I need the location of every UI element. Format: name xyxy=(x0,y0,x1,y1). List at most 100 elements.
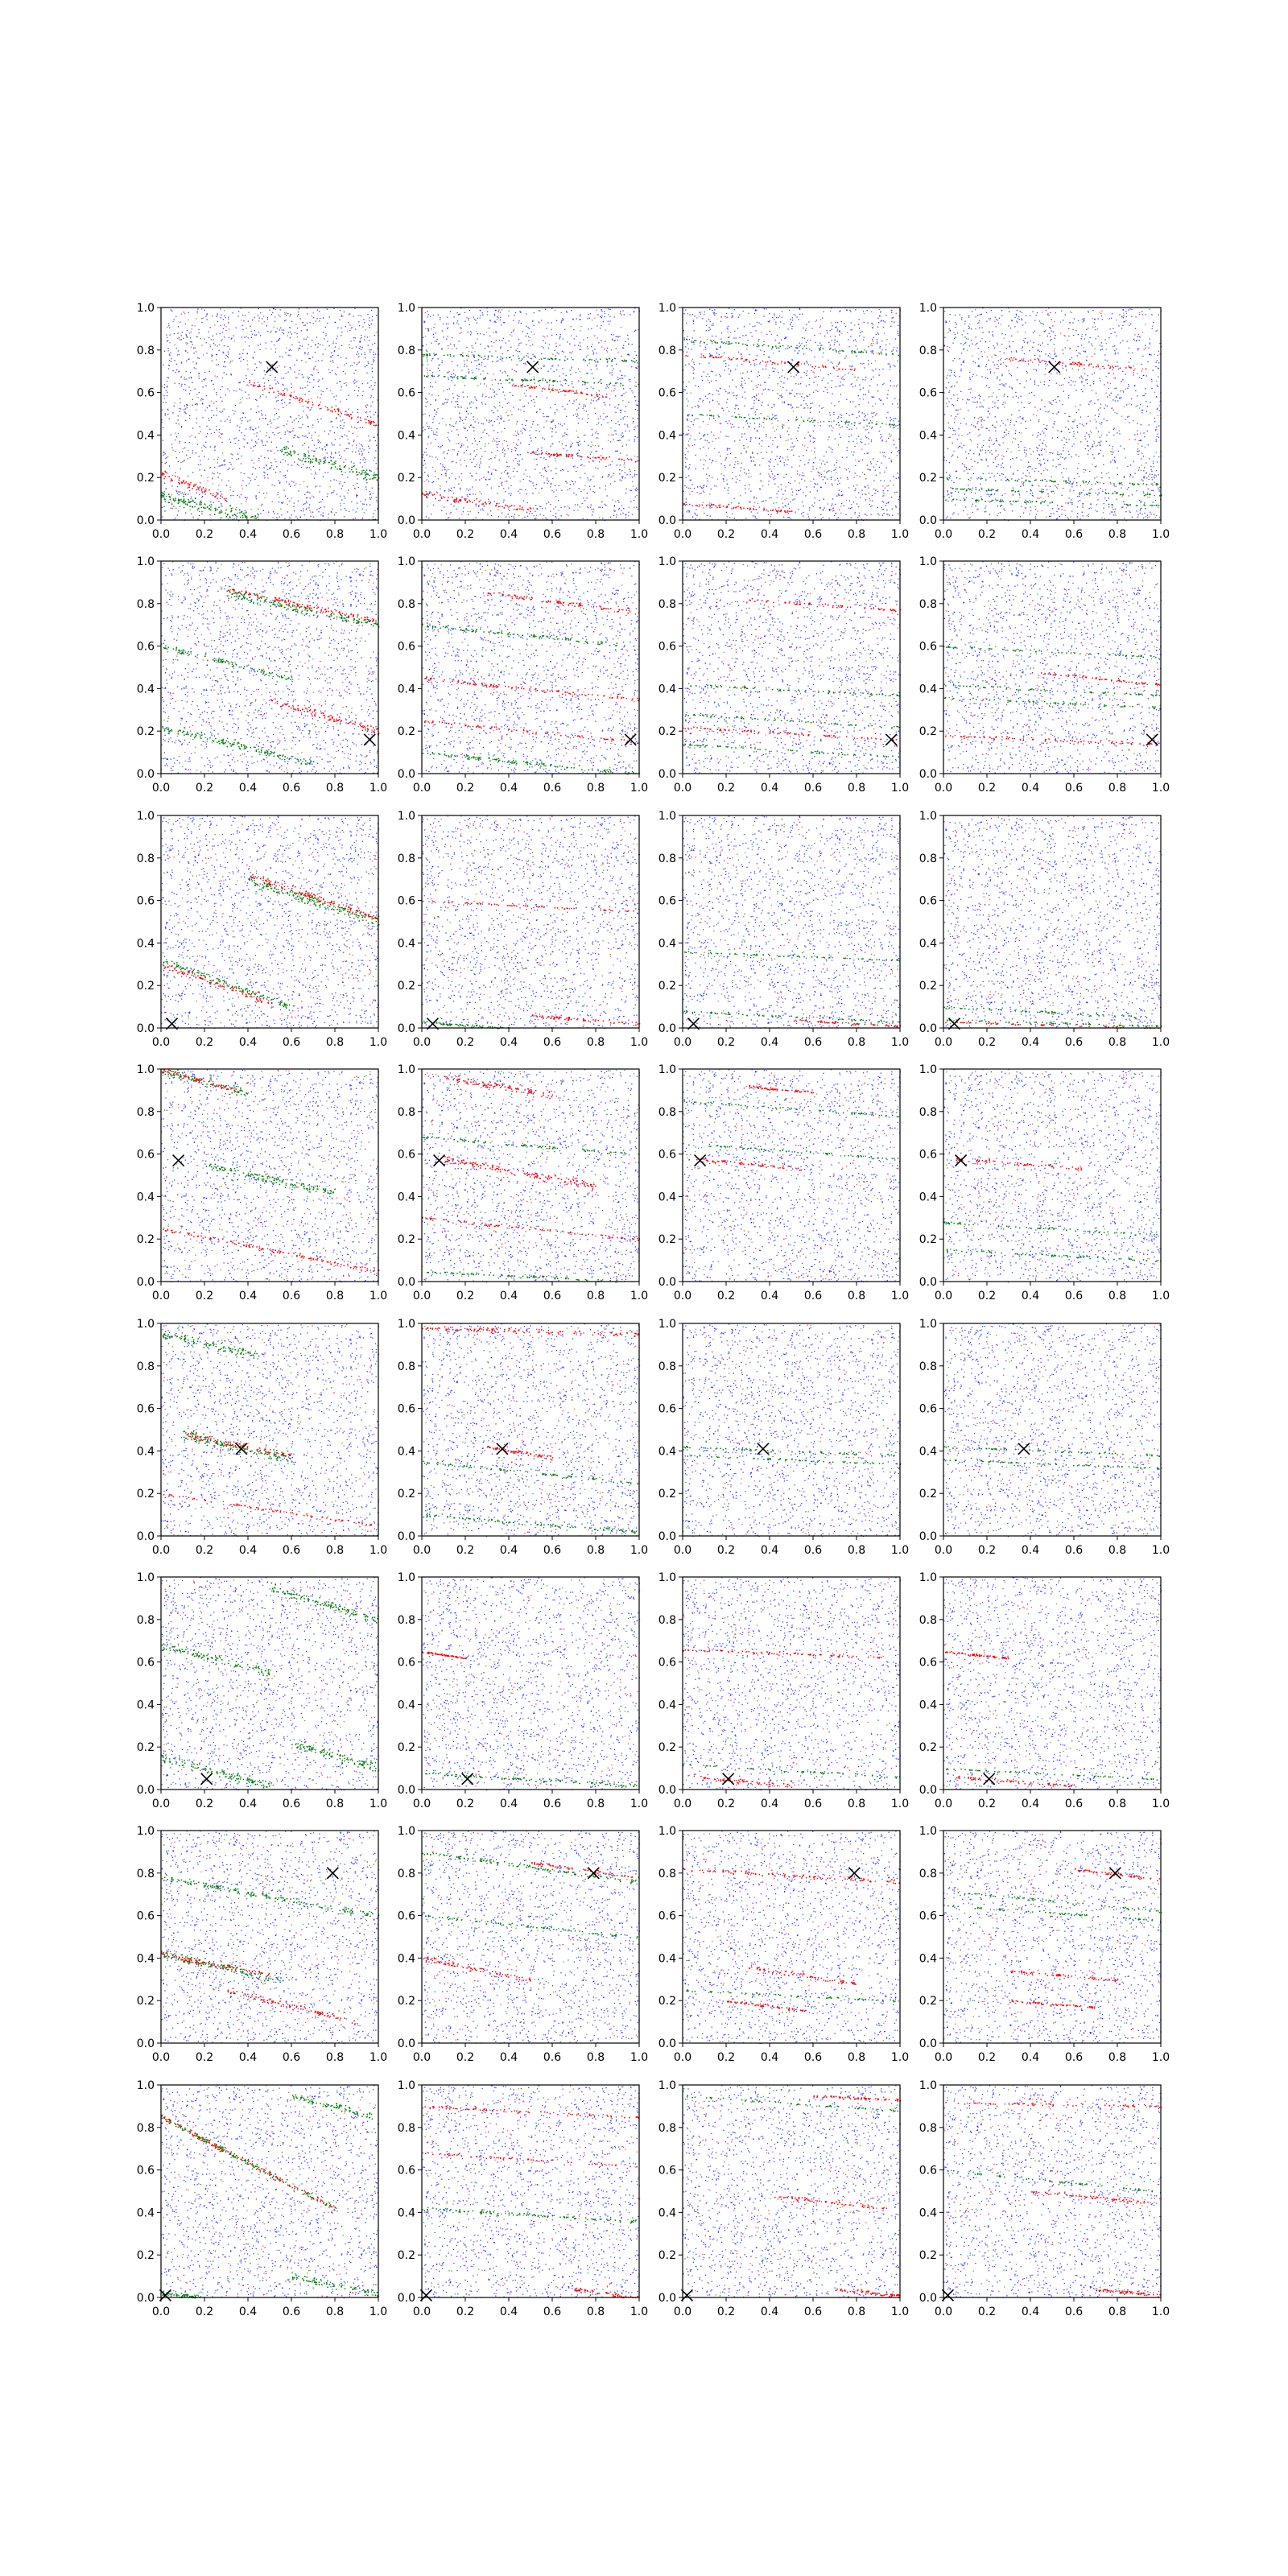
data-point xyxy=(377,435,378,436)
data-point xyxy=(293,397,295,398)
data-point xyxy=(164,491,165,492)
data-point xyxy=(267,450,268,451)
data-point xyxy=(200,431,201,432)
data-point xyxy=(562,351,563,352)
data-point xyxy=(220,512,221,514)
data-point xyxy=(175,497,176,499)
data-point xyxy=(185,408,186,409)
data-point xyxy=(244,514,246,516)
data-point xyxy=(307,437,308,438)
data-point xyxy=(536,484,537,485)
data-point xyxy=(258,439,259,440)
data-point xyxy=(332,343,333,344)
data-point xyxy=(197,336,198,337)
data-point xyxy=(482,395,483,396)
data-point xyxy=(514,315,515,316)
data-point xyxy=(201,318,202,319)
data-point xyxy=(320,408,322,410)
data-point xyxy=(598,342,599,343)
data-point xyxy=(283,489,284,490)
data-point xyxy=(278,492,279,493)
data-point xyxy=(311,346,312,347)
data-point xyxy=(354,308,355,309)
data-point xyxy=(609,398,610,399)
data-point xyxy=(352,411,353,412)
data-point xyxy=(447,328,448,329)
data-point xyxy=(443,466,444,467)
data-point xyxy=(254,363,255,364)
data-point xyxy=(241,512,242,514)
data-point xyxy=(279,471,280,472)
data-point xyxy=(312,424,313,425)
data-point xyxy=(344,516,345,517)
data-point xyxy=(220,333,221,334)
data-point xyxy=(227,388,228,389)
data-point xyxy=(299,345,300,346)
data-point xyxy=(230,442,231,443)
red-streak xyxy=(249,380,378,427)
data-point xyxy=(429,492,430,493)
data-point xyxy=(596,437,597,438)
data-point xyxy=(513,355,514,356)
data-point xyxy=(227,346,228,347)
data-point xyxy=(265,444,266,445)
data-point xyxy=(573,329,574,330)
data-point xyxy=(199,378,200,379)
data-point xyxy=(236,390,237,391)
data-point xyxy=(373,354,374,355)
data-point xyxy=(253,386,254,387)
data-point xyxy=(370,380,371,381)
data-point xyxy=(192,506,193,508)
data-point xyxy=(558,518,559,519)
data-point xyxy=(290,454,291,456)
data-point xyxy=(199,511,200,512)
data-point xyxy=(217,313,218,314)
data-point xyxy=(623,348,624,349)
data-point xyxy=(457,404,458,405)
data-point xyxy=(565,383,566,384)
data-point xyxy=(360,462,361,463)
data-point xyxy=(627,335,628,336)
data-point xyxy=(497,383,498,384)
data-point xyxy=(184,498,185,500)
data-point xyxy=(506,462,507,463)
data-point xyxy=(580,319,581,320)
y-tick-label: 0.6 xyxy=(137,387,155,400)
data-point xyxy=(363,319,364,320)
data-point xyxy=(287,420,288,421)
data-point xyxy=(486,419,487,420)
data-point xyxy=(320,507,321,508)
data-point xyxy=(475,343,476,344)
data-point xyxy=(456,429,457,430)
data-point xyxy=(181,335,182,336)
data-point xyxy=(508,402,509,403)
data-point xyxy=(197,486,198,487)
data-point xyxy=(220,389,221,390)
data-point xyxy=(541,353,542,354)
data-point xyxy=(369,422,371,423)
data-point xyxy=(467,408,468,409)
data-point xyxy=(162,473,163,475)
data-point xyxy=(484,334,485,335)
data-point xyxy=(204,410,205,411)
data-point xyxy=(517,471,518,472)
data-point xyxy=(547,359,548,360)
data-point xyxy=(626,444,627,445)
data-point xyxy=(502,372,503,373)
data-point xyxy=(190,482,192,484)
data-point xyxy=(280,309,281,310)
data-point xyxy=(344,482,345,483)
data-point xyxy=(284,518,285,519)
data-point xyxy=(491,474,492,475)
data-point xyxy=(328,369,329,370)
data-point xyxy=(298,490,299,491)
data-point xyxy=(369,352,370,353)
data-point xyxy=(579,349,580,350)
data-point xyxy=(307,381,308,382)
data-point xyxy=(293,481,294,482)
data-point xyxy=(545,309,546,310)
data-point xyxy=(290,367,291,368)
data-point xyxy=(322,499,323,500)
data-point xyxy=(622,513,623,514)
data-point xyxy=(289,350,290,351)
